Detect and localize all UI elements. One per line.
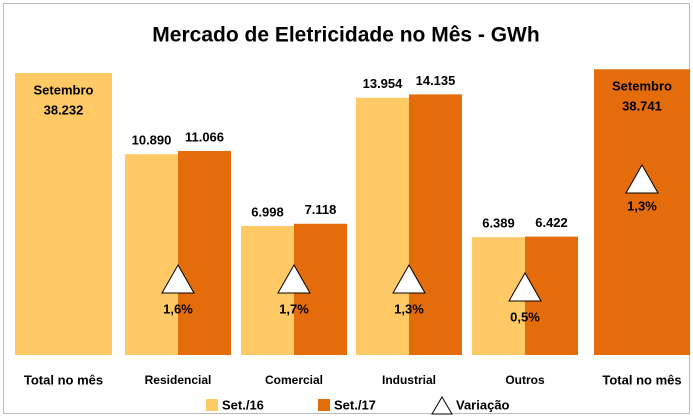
total-month: Setembro bbox=[34, 82, 94, 97]
x-tick-label: Comercial bbox=[265, 373, 323, 387]
total-month: Setembro bbox=[612, 79, 672, 94]
x-tick-label: Total no mês bbox=[602, 372, 681, 387]
legend-label: Set./17 bbox=[334, 397, 376, 412]
x-tick-label: Total no mês bbox=[24, 372, 103, 387]
variation-triangle bbox=[277, 263, 311, 294]
variation-label: 1,3% bbox=[627, 198, 657, 213]
total-bar bbox=[15, 73, 112, 355]
bar bbox=[409, 94, 462, 356]
bar bbox=[125, 154, 178, 355]
variation-label: 0,5% bbox=[510, 309, 540, 324]
x-tick-label: Industrial bbox=[382, 373, 436, 387]
variation-label: 1,6% bbox=[163, 301, 193, 316]
value-label: 6.389 bbox=[482, 216, 515, 231]
value-label: 6.998 bbox=[251, 204, 284, 219]
value-label: 7.118 bbox=[305, 202, 337, 217]
variation-label: 1,3% bbox=[394, 301, 424, 316]
total-value-label: 38.232 bbox=[44, 102, 84, 117]
value-label: 6.422 bbox=[535, 215, 568, 230]
x-tick-label: Outros bbox=[505, 373, 545, 387]
legend-label: Set./16 bbox=[222, 397, 264, 412]
value-label: 10.890 bbox=[132, 133, 172, 148]
total-value-label: 38.741 bbox=[622, 99, 662, 114]
value-label: 11.066 bbox=[185, 129, 224, 144]
bar bbox=[178, 150, 231, 355]
value-label: 13.954 bbox=[363, 76, 404, 91]
legend-triangle bbox=[431, 396, 453, 415]
legend-swatch bbox=[206, 399, 218, 411]
bar bbox=[356, 97, 409, 356]
variation-triangle bbox=[161, 263, 195, 294]
legend-label: Variação bbox=[456, 397, 510, 412]
total-bar bbox=[594, 69, 690, 355]
variation-label: 1,7% bbox=[279, 301, 309, 316]
variation-triangle bbox=[508, 271, 542, 302]
variation-triangle bbox=[392, 263, 426, 294]
chart-title: Mercado de Eletricidade no Mês - GWh bbox=[152, 24, 539, 47]
x-tick-label: Residencial bbox=[145, 373, 212, 387]
legend-swatch bbox=[318, 399, 330, 411]
variation-triangle bbox=[625, 163, 659, 194]
value-label: 14.135 bbox=[416, 73, 456, 88]
